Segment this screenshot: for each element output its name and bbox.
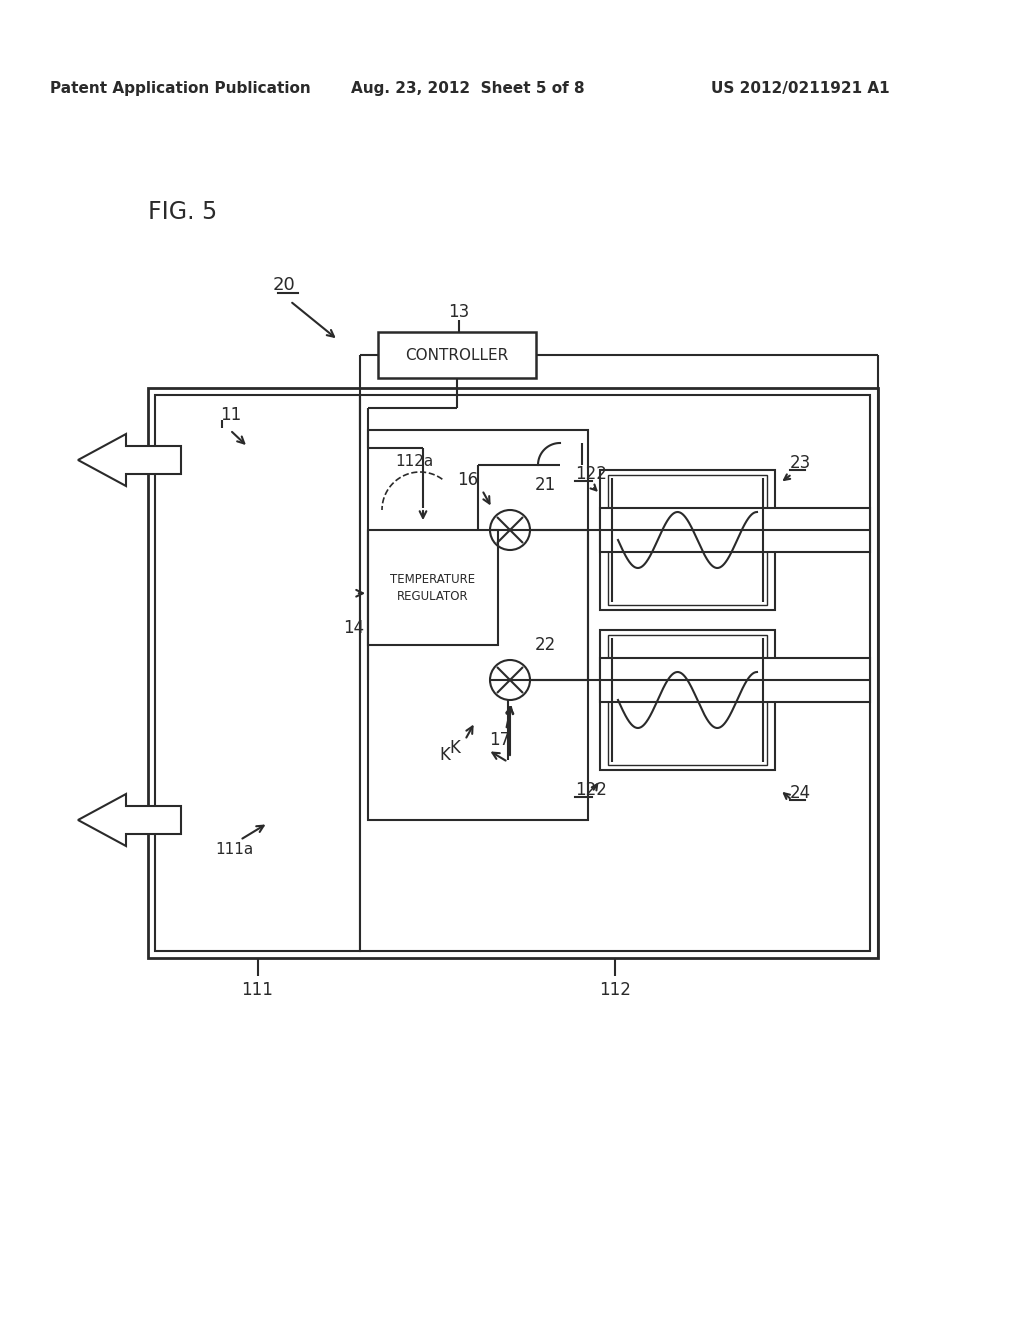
- Text: 14: 14: [343, 619, 365, 638]
- Text: 111: 111: [242, 981, 273, 999]
- Text: Patent Application Publication: Patent Application Publication: [49, 81, 310, 95]
- Text: 122: 122: [575, 465, 607, 483]
- Text: 112: 112: [599, 981, 631, 999]
- Polygon shape: [78, 795, 181, 846]
- Text: 24: 24: [790, 784, 811, 803]
- Text: 17: 17: [489, 731, 511, 748]
- Bar: [360, 395, 870, 950]
- Polygon shape: [78, 434, 181, 486]
- Bar: [600, 657, 870, 702]
- Bar: [600, 470, 775, 610]
- Text: 22: 22: [535, 636, 556, 653]
- Text: 13: 13: [449, 304, 470, 321]
- Text: K: K: [450, 739, 461, 756]
- Text: K: K: [439, 746, 451, 764]
- Bar: [600, 508, 870, 552]
- Text: 11: 11: [220, 407, 242, 424]
- Text: FIG. 5: FIG. 5: [148, 201, 217, 224]
- Bar: [600, 630, 775, 770]
- Text: Aug. 23, 2012  Sheet 5 of 8: Aug. 23, 2012 Sheet 5 of 8: [351, 81, 585, 95]
- Text: 112a: 112a: [395, 454, 433, 470]
- Bar: [368, 430, 588, 820]
- Text: US 2012/0211921 A1: US 2012/0211921 A1: [711, 81, 889, 95]
- Text: 122: 122: [575, 781, 607, 799]
- Bar: [378, 333, 536, 378]
- Text: 20: 20: [272, 276, 295, 294]
- Bar: [368, 531, 498, 645]
- Bar: [608, 635, 767, 766]
- Text: CONTROLLER: CONTROLLER: [406, 347, 509, 363]
- Text: 111a: 111a: [215, 842, 253, 858]
- Text: 21: 21: [535, 477, 556, 494]
- Text: 23: 23: [790, 454, 811, 473]
- Text: TEMPERATURE: TEMPERATURE: [390, 573, 475, 586]
- Text: 16: 16: [458, 471, 478, 488]
- Bar: [148, 388, 878, 958]
- Bar: [155, 395, 360, 950]
- Text: REGULATOR: REGULATOR: [397, 590, 469, 603]
- Bar: [608, 475, 767, 605]
